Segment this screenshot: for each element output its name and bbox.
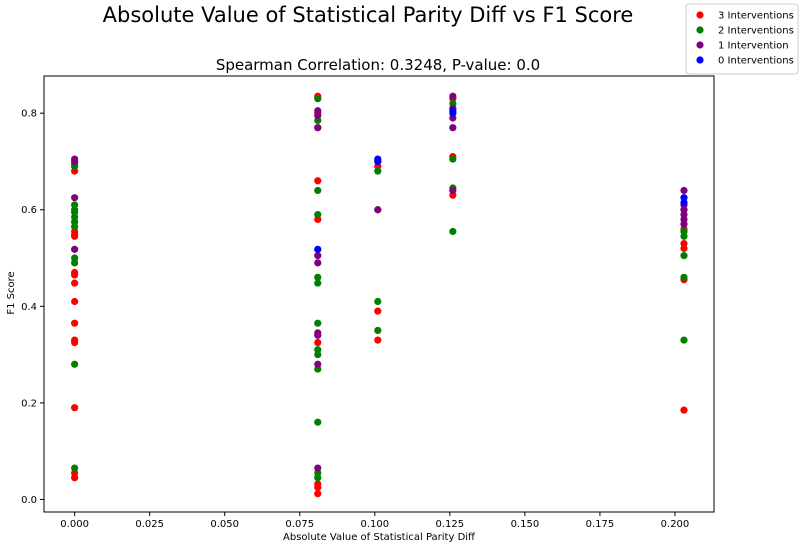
data-point-2-interventions bbox=[71, 254, 79, 262]
data-point-0-interventions bbox=[374, 155, 382, 163]
x-axis-label: Absolute Value of Statistical Parity Dif… bbox=[283, 532, 476, 543]
x-tick-label: 0.100 bbox=[360, 519, 389, 530]
data-point-2-interventions bbox=[314, 273, 322, 281]
data-point-2-interventions bbox=[314, 418, 322, 426]
data-point-0-interventions bbox=[314, 245, 322, 253]
legend-marker-1-intervention bbox=[696, 41, 704, 49]
data-point-3-interventions bbox=[314, 480, 322, 488]
y-tick-label: 0.6 bbox=[21, 205, 37, 216]
legend-marker-3-interventions bbox=[696, 11, 704, 19]
data-point-1-intervention bbox=[449, 186, 457, 195]
x-tick-label: 0.125 bbox=[436, 519, 465, 530]
x-tick-label: 0.025 bbox=[135, 519, 164, 530]
data-point-2-interventions bbox=[449, 227, 457, 236]
legend-label-2-interventions: 2 Interventions bbox=[718, 26, 794, 37]
data-point-2-interventions bbox=[314, 346, 322, 354]
data-point-3-interventions bbox=[374, 307, 382, 315]
data-point-1-intervention bbox=[314, 329, 322, 337]
y-tick-label: 0.8 bbox=[21, 109, 37, 120]
legend-marker-0-interventions bbox=[696, 56, 704, 64]
legend-label-1-intervention: 1 Intervention bbox=[718, 41, 789, 52]
legend-label-3-interventions: 3 Interventions bbox=[718, 11, 794, 22]
y-axis-ticks: 0.0 0.2 0.4 0.6 0.8 bbox=[21, 109, 44, 506]
data-point-2-interventions bbox=[314, 319, 322, 327]
data-point-3-interventions bbox=[71, 404, 79, 412]
legend-marker-2-interventions bbox=[696, 26, 704, 34]
data-point-1-intervention bbox=[314, 360, 322, 368]
legend-frame bbox=[685, 3, 799, 75]
data-point-3-interventions bbox=[314, 338, 322, 347]
data-point-3-interventions bbox=[71, 336, 79, 344]
data-point-1-intervention bbox=[449, 92, 457, 100]
y-tick-label: 0.0 bbox=[21, 495, 37, 506]
data-point-3-interventions bbox=[314, 177, 322, 185]
x-tick-label: 0.075 bbox=[285, 519, 314, 530]
data-point-3-interventions bbox=[680, 239, 688, 248]
data-point-2-interventions bbox=[680, 336, 688, 344]
x-tick-label: 0.150 bbox=[511, 519, 540, 530]
data-point-1-intervention bbox=[314, 259, 322, 267]
data-point-3-interventions bbox=[71, 297, 79, 306]
data-point-3-interventions bbox=[71, 319, 79, 327]
data-point-2-interventions bbox=[680, 252, 688, 260]
data-point-2-interventions bbox=[314, 186, 322, 195]
data-point-2-interventions bbox=[314, 95, 322, 103]
data-points bbox=[71, 92, 688, 498]
data-point-1-intervention bbox=[71, 155, 79, 163]
data-point-0-interventions bbox=[449, 107, 457, 115]
data-point-1-intervention bbox=[680, 186, 688, 195]
data-point-2-interventions bbox=[374, 167, 382, 175]
x-axis-ticks: 0.000 0.025 0.050 0.075 0.100 0.125 0.150 0.175… bbox=[60, 512, 689, 530]
data-point-3-interventions bbox=[71, 279, 79, 287]
data-point-2-interventions bbox=[374, 326, 382, 335]
data-point-1-intervention bbox=[314, 107, 322, 115]
chart-title: Absolute Value of Statistical Parity Dif… bbox=[103, 3, 634, 27]
y-tick-label: 0.2 bbox=[21, 398, 37, 409]
data-point-2-interventions bbox=[680, 273, 688, 281]
legend: 3 Interventions 2 Interventions 1 Interven… bbox=[685, 3, 799, 75]
legend-label-0-interventions: 0 Interventions bbox=[718, 56, 794, 67]
data-point-2-interventions bbox=[449, 155, 457, 163]
x-tick-label: 0.000 bbox=[60, 519, 89, 530]
plot-area-frame bbox=[43, 75, 715, 513]
data-point-1-intervention bbox=[314, 124, 322, 132]
data-point-0-interventions bbox=[680, 194, 688, 202]
data-point-2-interventions bbox=[314, 279, 322, 287]
data-point-2-interventions bbox=[71, 360, 79, 368]
y-tick-label: 0.4 bbox=[21, 302, 37, 313]
data-point-2-interventions bbox=[71, 201, 79, 209]
data-point-2-interventions bbox=[680, 227, 688, 236]
data-point-2-interventions bbox=[374, 297, 382, 306]
data-point-3-interventions bbox=[374, 336, 382, 344]
data-point-3-interventions bbox=[680, 406, 688, 414]
data-point-1-intervention bbox=[71, 194, 79, 202]
data-point-3-interventions bbox=[314, 490, 322, 498]
data-point-1-intervention bbox=[71, 245, 79, 253]
data-point-1-intervention bbox=[374, 206, 382, 214]
data-point-1-intervention bbox=[449, 124, 457, 132]
data-point-2-interventions bbox=[71, 464, 79, 472]
x-tick-label: 0.200 bbox=[661, 519, 690, 530]
data-point-1-intervention bbox=[314, 464, 322, 472]
x-tick-label: 0.175 bbox=[586, 519, 615, 530]
chart-subtitle: Spearman Correlation: 0.3248, P-value: 0… bbox=[216, 56, 540, 74]
data-point-3-interventions bbox=[71, 268, 79, 277]
data-point-1-intervention bbox=[314, 252, 322, 260]
data-point-2-interventions bbox=[314, 210, 322, 219]
y-axis-label: F1 Score bbox=[6, 271, 17, 314]
x-tick-label: 0.050 bbox=[210, 519, 239, 530]
